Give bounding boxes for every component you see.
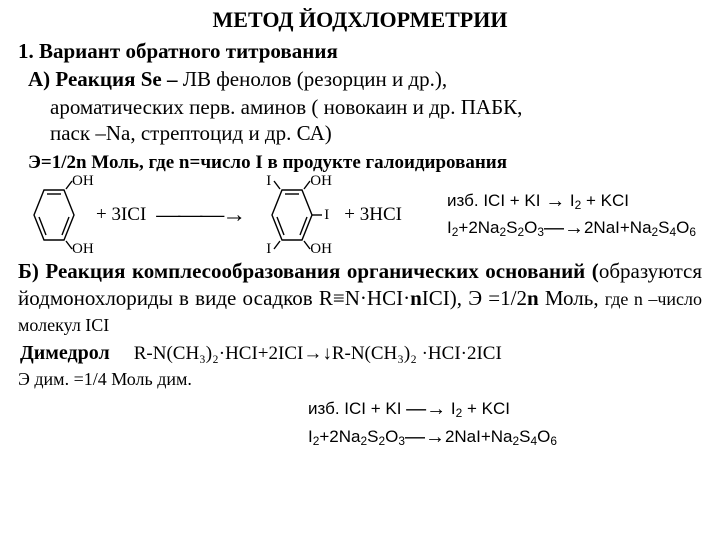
oh-label-top-2: OH [310,172,332,191]
subsection-A-line2: ароматических перв. аминов ( новокаин и … [50,94,702,120]
reaction-scheme: OH OH + 3ICI ———→ OH OH I I I + 3H [22,178,702,252]
page-title: МЕТОД ЙОДХЛОРМЕТРИИ [18,6,702,34]
side-eq-2a: изб. ICI + KI —→ I2 + KCI [308,395,702,423]
subsection-A-text1: ЛВ фенолов (резорцин и др.), [183,67,447,91]
oh-label-bot-2: OH [310,240,332,259]
section-1-heading: 1. Вариант обратного титрования [18,38,702,64]
dimedrol-row: Димедрол R-N(CH₃)₂·HCI+2ICI→↓R-N(CH₃)₂ ·H… [20,341,702,366]
subsection-B-n1: n [410,286,422,310]
side-equations-1: изб. ICI + KI → I2 + KCI I2+2Na2S2O3—→2N… [447,188,702,242]
plus-3hcl: + 3HCI [344,203,402,227]
equation-E: Э=1/2n Моль, где n=число I в продукте га… [28,151,702,175]
side-equations-2: изб. ICI + KI —→ I2 + KCI I2+2Na2S2O3—→2… [308,395,702,451]
subsection-B: Б) Реакция комплесообразования органичес… [18,258,702,337]
side-eq-1a: изб. ICI + KI → I2 + KCI [447,188,696,215]
i-label-right: I [324,206,329,225]
i-label-bot: I [266,240,271,259]
subsection-A-lead: А) Реакция Sе – [28,67,183,91]
subsection-A: А) Реакция Sе – ЛВ фенолов (резорцин и д… [28,66,702,92]
oh-label-top: OH [72,172,94,191]
e-dim: Э дим. =1/4 Моль дим. [18,368,702,391]
subsection-A-line3: паск –Na, стрептоцид и др. СА) [50,120,702,146]
subsection-B-body2: ICI), Э =1/2 [422,286,527,310]
plus-3icl: + 3ICI [96,203,146,227]
side-eq-2b: I2+2Na2S2O3—→2NaI+Na2S4O6 [308,423,702,451]
side-eq-1b: I2+2Na2S2O3—→2NaI+Na2S4O6 [447,215,696,242]
subsection-B-body3: Моль, [539,286,605,310]
product-ring: OH OH I I I [254,178,334,252]
page: МЕТОД ЙОДХЛОРМЕТРИИ 1. Вариант обратного… [0,0,720,451]
reaction-arrow: ———→ [156,200,244,230]
reactant-ring: OH OH [22,178,86,252]
dimedrol-equation: R-N(CH₃)₂·HCI+2ICI→↓R-N(CH₃)₂ ·HCI·2ICI [134,343,502,364]
oh-label-bot: OH [72,240,94,259]
i-label-top: I [266,172,271,191]
subsection-B-lead: Б) Реакция комплесообразования органичес… [18,259,599,283]
dimedrol-label: Димедрол [20,342,110,364]
subsection-B-n2: n [527,286,539,310]
